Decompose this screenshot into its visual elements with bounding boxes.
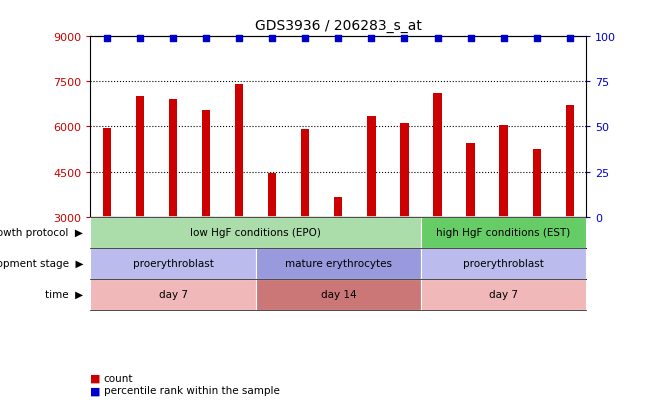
Text: proerythroblast: proerythroblast [463,259,544,268]
Title: GDS3936 / 206283_s_at: GDS3936 / 206283_s_at [255,19,422,33]
Point [432,36,443,42]
Text: development stage  ▶: development stage ▶ [0,259,83,268]
Text: day 7: day 7 [489,290,518,299]
Text: high HgF conditions (EST): high HgF conditions (EST) [436,228,571,237]
Text: mature erythrocytes: mature erythrocytes [285,259,392,268]
Text: ■: ■ [90,385,101,395]
Point [234,36,245,42]
Bar [433,94,442,217]
Bar [421,279,586,310]
Text: day 7: day 7 [159,290,188,299]
Point [168,36,178,42]
Bar [202,111,210,217]
Bar [90,217,421,248]
Text: day 14: day 14 [320,290,356,299]
Point [300,36,311,42]
Bar [90,279,256,310]
Point [201,36,212,42]
Text: proerythroblast: proerythroblast [133,259,214,268]
Point [465,36,476,42]
Point [531,36,542,42]
Bar [103,129,111,217]
Text: low HgF conditions (EPO): low HgF conditions (EPO) [190,228,321,237]
Text: percentile rank within the sample: percentile rank within the sample [104,385,280,395]
Bar [565,106,574,217]
Point [135,36,145,42]
Point [102,36,113,42]
Text: time  ▶: time ▶ [45,290,83,299]
Point [366,36,377,42]
Bar [466,144,475,217]
Bar [136,97,144,217]
Bar [367,116,375,217]
Text: ■: ■ [90,373,101,383]
Bar [90,248,256,279]
Bar [169,100,177,217]
Text: count: count [104,373,133,383]
Bar [256,248,421,279]
Bar [334,198,342,217]
Bar [533,150,541,217]
Bar [421,248,586,279]
Bar [401,124,409,217]
Bar [235,85,243,217]
Text: growth protocol  ▶: growth protocol ▶ [0,228,83,237]
Bar [268,174,276,217]
Point [333,36,344,42]
Point [267,36,277,42]
Point [399,36,410,42]
Point [564,36,575,42]
Point [498,36,509,42]
Bar [500,126,508,217]
Bar [256,279,421,310]
Bar [302,130,310,217]
Bar [421,217,586,248]
